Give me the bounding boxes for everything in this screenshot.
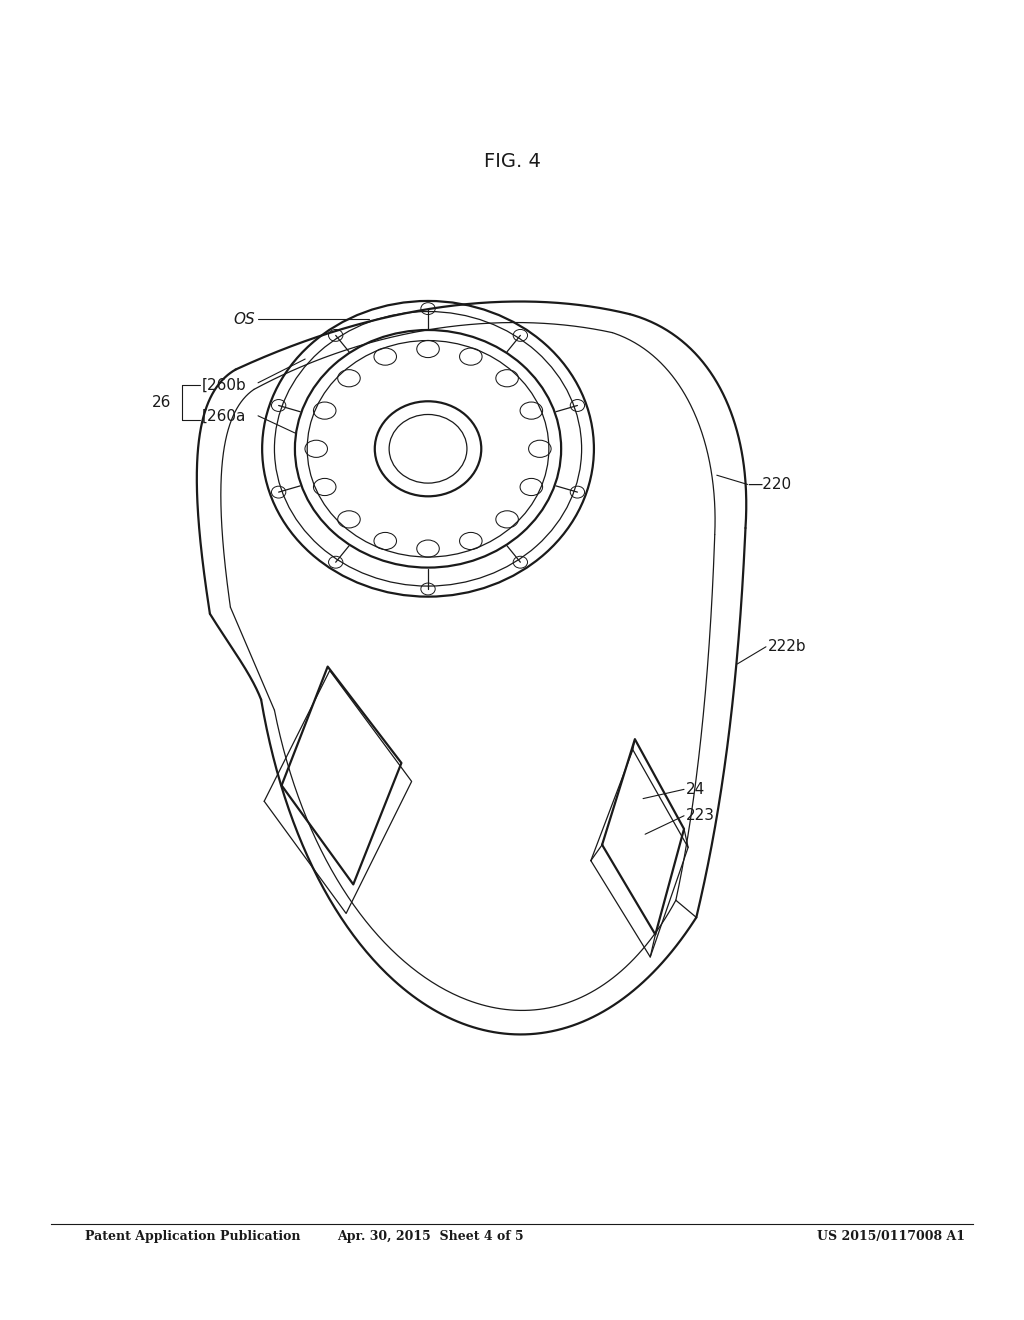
Text: [260b: [260b: [202, 378, 247, 393]
Text: 24: 24: [686, 781, 706, 797]
Text: OS: OS: [233, 312, 255, 327]
Text: US 2015/0117008 A1: US 2015/0117008 A1: [817, 1230, 965, 1243]
Text: Apr. 30, 2015  Sheet 4 of 5: Apr. 30, 2015 Sheet 4 of 5: [337, 1230, 523, 1243]
Text: —220: —220: [748, 477, 792, 492]
Text: FIG. 4: FIG. 4: [483, 152, 541, 170]
Text: 223: 223: [686, 808, 715, 824]
Text: 26: 26: [152, 395, 171, 411]
Text: 222b: 222b: [768, 639, 807, 655]
Text: [260a: [260a: [202, 408, 246, 424]
Text: Patent Application Publication: Patent Application Publication: [85, 1230, 300, 1243]
